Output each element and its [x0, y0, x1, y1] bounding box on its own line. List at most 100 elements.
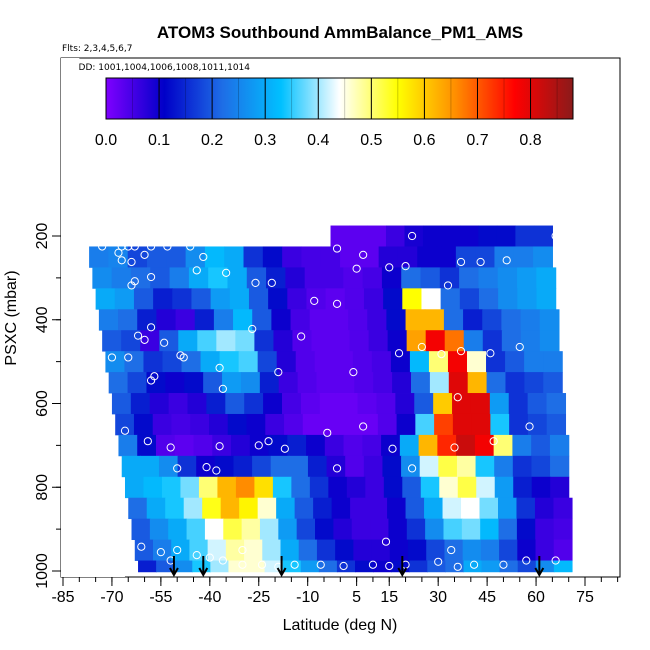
heatmap-cell: [331, 497, 351, 520]
heatmap-cell: [196, 455, 216, 478]
heatmap-cell: [368, 497, 388, 520]
heatmap-cell: [363, 455, 384, 478]
heatmap-cell: [152, 413, 173, 436]
heatmap-cell: [294, 497, 314, 520]
heatmap-cell: [340, 413, 360, 436]
heatmap-cell: [527, 393, 548, 415]
heatmap-cell: [210, 288, 231, 310]
heatmap-cell: [452, 393, 472, 415]
sample-point: [124, 550, 133, 559]
sample-point: [146, 272, 156, 282]
heatmap-cell: [363, 288, 384, 310]
heatmap-cell: [546, 393, 567, 415]
heatmap-cell: [248, 288, 269, 310]
heatmap-cell: [385, 225, 406, 247]
heatmap-cell: [281, 393, 302, 415]
heatmap-cell: [161, 476, 182, 499]
heatmap-cell: [306, 434, 326, 457]
heatmap-cell: [296, 518, 316, 540]
heatmap-cell: [516, 497, 536, 520]
sample-point: [437, 349, 446, 359]
heatmap-cell: [513, 476, 533, 499]
heatmap-cell: [262, 246, 283, 268]
heatmap-cell: [220, 497, 240, 520]
heatmap-cell: [471, 413, 491, 436]
heatmap-cell: [501, 330, 522, 352]
sample-point: [476, 257, 485, 267]
heatmap-cell: [178, 330, 198, 352]
heatmap-cell: [298, 539, 318, 561]
heatmap-cell: [343, 434, 363, 457]
heatmap-cell: [192, 560, 211, 573]
heatmap-cell: [133, 413, 154, 436]
heatmap-cell: [437, 434, 457, 457]
heatmap-cell: [213, 309, 234, 331]
x-tick-label: 15: [380, 589, 398, 606]
heatmap-cell: [459, 288, 480, 310]
heatmap-cell: [162, 351, 183, 373]
heatmap-cell: [463, 330, 484, 352]
sample-point: [202, 463, 211, 472]
heatmap-cell: [490, 413, 510, 436]
heatmap-cell: [223, 518, 243, 540]
sample-point: [98, 242, 107, 251]
heatmap-cell: [478, 225, 498, 247]
heatmap-cell: [235, 476, 255, 499]
heatmap-cell: [111, 393, 132, 415]
heatmap-cell: [186, 518, 206, 540]
x-tick-label: 60: [527, 589, 545, 606]
heatmap-cell: [143, 476, 163, 499]
heatmap-cell: [395, 393, 415, 415]
heatmap-cell: [443, 518, 463, 540]
sample-point: [186, 242, 195, 251]
chart-subtitle: Flts: 2,3,4,5,6,7: [62, 44, 132, 54]
heatmap-cell: [246, 560, 266, 573]
heatmap-mask: [61, 58, 125, 577]
heatmap-cell: [153, 288, 173, 310]
heatmap-cell: [517, 267, 537, 289]
heatmap-cell: [282, 560, 302, 573]
heatmap-cell: [185, 246, 206, 268]
heatmap-cell: [134, 539, 154, 561]
heatmap-cell: [171, 413, 191, 436]
sample-point: [486, 349, 495, 358]
heatmap-cell: [494, 476, 514, 499]
heatmap-cell: [367, 225, 387, 247]
heatmap-cell: [456, 455, 477, 478]
heatmap-cell: [320, 246, 341, 268]
heatmap-cell: [324, 434, 345, 457]
heatmap-cell: [206, 393, 226, 415]
heatmap-cell: [475, 455, 495, 478]
heatmap-cell: [354, 372, 374, 394]
sample-points-layer: [75, 231, 580, 571]
heatmap-cell: [535, 560, 555, 573]
heatmap-cell: [313, 497, 333, 520]
sample-point: [146, 323, 156, 332]
heatmap-cell: [399, 434, 420, 457]
heatmap-cell: [461, 518, 481, 540]
sample-point: [140, 335, 149, 344]
heatmap-cell: [244, 539, 263, 561]
heatmap-cell: [406, 330, 427, 352]
sample-point: [107, 353, 117, 362]
heatmap-cell: [287, 288, 308, 310]
sample-point: [388, 444, 397, 453]
heatmap-cell: [553, 497, 573, 520]
heatmap-cell: [346, 476, 366, 499]
heatmap-cell: [512, 455, 533, 478]
heatmap-cell: [225, 393, 245, 415]
heatmap-cell: [330, 225, 350, 247]
heatmap-cell: [348, 309, 368, 331]
sample-point: [218, 556, 227, 565]
heatmap-cell: [92, 267, 113, 289]
heatmap-cell: [169, 267, 190, 289]
heatmap-cell: [108, 372, 129, 394]
heatmap-cell: [266, 267, 286, 289]
colorbar-tick-label: 0.7: [466, 132, 488, 149]
heatmap-cell: [476, 476, 496, 499]
heatmap-cell: [387, 497, 407, 520]
heatmap-cell: [373, 560, 392, 573]
x-tick-label: -55: [149, 589, 172, 606]
heatmap-cell: [175, 309, 196, 331]
heatmap-cell: [152, 539, 172, 561]
